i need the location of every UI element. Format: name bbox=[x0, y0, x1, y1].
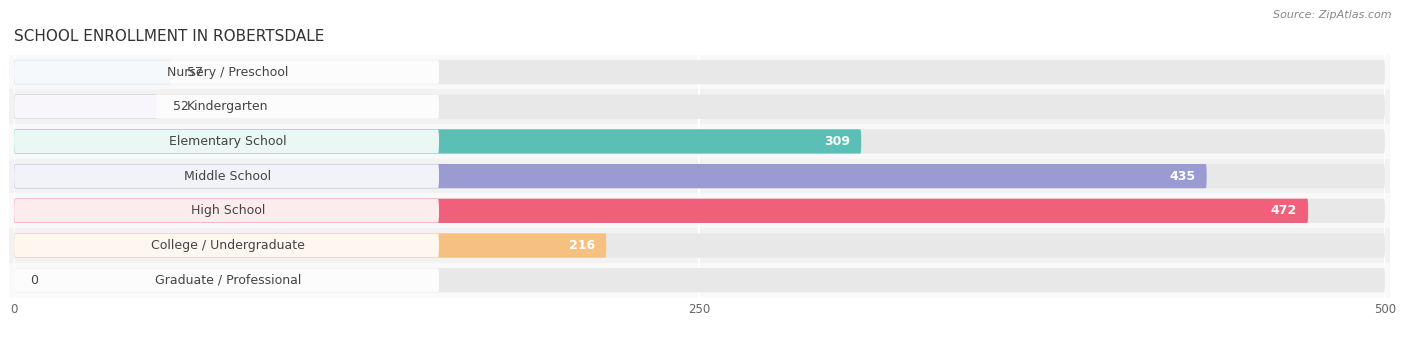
Text: 52: 52 bbox=[173, 100, 188, 113]
Text: 435: 435 bbox=[1170, 170, 1195, 183]
FancyBboxPatch shape bbox=[14, 268, 1385, 292]
FancyBboxPatch shape bbox=[14, 164, 1206, 188]
FancyBboxPatch shape bbox=[14, 60, 170, 84]
Text: 57: 57 bbox=[187, 66, 202, 79]
Text: Nursery / Preschool: Nursery / Preschool bbox=[167, 66, 288, 79]
FancyBboxPatch shape bbox=[14, 199, 1385, 223]
Text: 309: 309 bbox=[824, 135, 851, 148]
FancyBboxPatch shape bbox=[8, 263, 1391, 298]
FancyBboxPatch shape bbox=[14, 129, 1385, 154]
FancyBboxPatch shape bbox=[14, 233, 1385, 258]
Text: 472: 472 bbox=[1271, 204, 1298, 217]
Text: College / Undergraduate: College / Undergraduate bbox=[150, 239, 305, 252]
Text: Middle School: Middle School bbox=[184, 170, 271, 183]
Text: Source: ZipAtlas.com: Source: ZipAtlas.com bbox=[1274, 10, 1392, 20]
Text: 216: 216 bbox=[569, 239, 595, 252]
FancyBboxPatch shape bbox=[14, 234, 439, 257]
Text: High School: High School bbox=[191, 204, 266, 217]
FancyBboxPatch shape bbox=[14, 60, 439, 84]
FancyBboxPatch shape bbox=[8, 124, 1391, 159]
Text: Graduate / Professional: Graduate / Professional bbox=[155, 274, 301, 287]
FancyBboxPatch shape bbox=[14, 129, 862, 154]
FancyBboxPatch shape bbox=[8, 159, 1391, 194]
FancyBboxPatch shape bbox=[8, 55, 1391, 89]
FancyBboxPatch shape bbox=[14, 95, 1385, 119]
FancyBboxPatch shape bbox=[14, 199, 439, 223]
FancyBboxPatch shape bbox=[14, 95, 156, 119]
FancyBboxPatch shape bbox=[8, 89, 1391, 124]
FancyBboxPatch shape bbox=[14, 60, 1385, 84]
FancyBboxPatch shape bbox=[14, 268, 439, 292]
FancyBboxPatch shape bbox=[14, 199, 1308, 223]
Text: Elementary School: Elementary School bbox=[169, 135, 287, 148]
FancyBboxPatch shape bbox=[8, 194, 1391, 228]
FancyBboxPatch shape bbox=[14, 130, 439, 153]
Text: Kindergarten: Kindergarten bbox=[187, 100, 269, 113]
Text: SCHOOL ENROLLMENT IN ROBERTSDALE: SCHOOL ENROLLMENT IN ROBERTSDALE bbox=[14, 29, 325, 44]
FancyBboxPatch shape bbox=[14, 95, 439, 119]
FancyBboxPatch shape bbox=[14, 233, 606, 258]
Text: 0: 0 bbox=[31, 274, 38, 287]
FancyBboxPatch shape bbox=[14, 164, 1385, 188]
FancyBboxPatch shape bbox=[8, 228, 1391, 263]
FancyBboxPatch shape bbox=[14, 165, 439, 188]
